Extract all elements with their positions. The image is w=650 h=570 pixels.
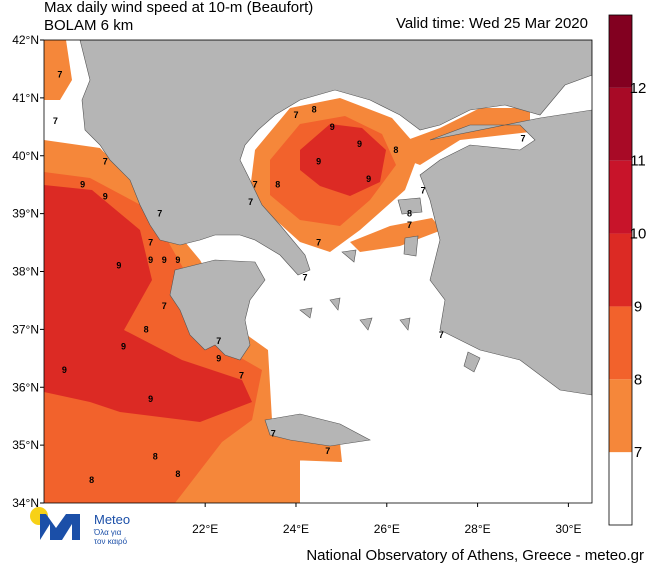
contour-label: 9 [357,139,362,149]
land-islands [299,197,481,373]
title: Max daily wind speed at 10-m (Beaufort) [44,0,313,16]
contour-label: 9 [148,255,153,265]
model: BOLAM 6 km [44,17,133,34]
wind-area-9 [44,124,386,422]
contour-label: 9 [121,342,126,352]
colorbar-label: 11 [630,153,646,170]
contour-label: 7 [57,70,62,80]
logo-name: Meteo [94,512,130,527]
contour-label: 9 [366,174,371,184]
contour-label: 8 [275,180,280,190]
contour-label: 9 [148,394,153,404]
colorbar-label: 7 [634,444,642,461]
colorbar-frame [608,14,633,526]
contour-label: 7 [148,238,153,248]
lon-tick-label: 26°E [374,522,400,536]
contour-label: 9 [103,191,108,201]
contour-label: 7 [421,185,426,195]
colorbar-label: 8 [634,371,642,388]
colorbar-segment [609,160,632,234]
contour-label: 7 [316,238,321,248]
colorbar-label: 12 [630,80,647,97]
lat-tick-label: 38°N [12,265,39,279]
map [44,40,592,503]
map-labels: 34°N 35°N 36°N 37°N 38°N 39°N 40°N 41°N 42°N 22°E… [12,33,581,536]
lon-tick-label: 22°E [192,522,218,536]
colorbar-segment [609,452,632,525]
contour-label: 7 [162,301,167,311]
contour-label: 9 [330,122,335,132]
logo-mark [40,514,80,540]
logo-slogan: τον καιρό [94,537,128,546]
contour-label: 7 [439,330,444,340]
colorbar-segment [609,87,632,161]
contour-label: 9 [316,157,321,167]
lat-tick-label: 41°N [12,91,39,105]
contour-label: 9 [216,353,221,363]
contour-label: 7 [103,157,108,167]
contour-label: 8 [89,475,94,485]
contour-label: 7 [407,220,412,230]
land-turkey [419,109,592,396]
colorbar-label: 9 [634,298,642,315]
contour-label: 9 [162,255,167,265]
contour-label: 7 [253,180,258,190]
colorbar-segment [609,379,632,453]
contour-label: 8 [175,469,180,479]
logo: Meteo Όλα για τον καιρό [30,507,130,546]
contour-label: 8 [393,145,398,155]
contour-label: 8 [407,209,412,219]
lat-tick-label: 36°N [12,380,39,394]
colorbar-label: 10 [630,226,647,243]
contour-label: 9 [62,365,67,375]
colorbar-segment [609,233,632,307]
lon-tick-label: 30°E [555,522,581,536]
contour-label: 7 [520,133,525,143]
contour-label: 7 [157,209,162,219]
contour-label: 9 [175,255,180,265]
valid-time: Valid time: Wed 25 Mar 2020 [396,15,588,32]
lat-tick-label: 34°N [12,496,39,510]
contour-label: 7 [325,446,330,456]
lon-tick-label: 24°E [283,522,309,536]
contour-label: 7 [248,197,253,207]
land-peloponnese [169,259,266,361]
contour-label: 7 [53,116,58,126]
contour-label: 8 [312,104,317,114]
lat-tick-label: 40°N [12,149,39,163]
contour-label: 7 [303,272,308,282]
contour-label: 9 [116,261,121,271]
land-crete [264,413,371,447]
colorbar: 7 8 9 10 11 12 [608,14,647,526]
colorbar-segment [609,15,632,88]
land-balkans [79,40,592,276]
logo-slogan: Όλα για [93,528,122,537]
lat-tick-label: 35°N [12,438,39,452]
lat-tick-label: 42°N [12,33,39,47]
footer: National Observatory of Athens, Greece -… [306,547,644,564]
lon-tick-label: 28°E [465,522,491,536]
contour-label: 7 [271,429,276,439]
contour-label: 7 [216,336,221,346]
contour-label: 8 [144,324,149,334]
contour-label: 7 [293,110,298,120]
colorbar-segment [609,306,632,380]
contour-label: 8 [153,452,158,462]
contour-label: 9 [80,180,85,190]
lat-tick-label: 39°N [12,207,39,221]
contour-label: 7 [239,371,244,381]
lat-tick-label: 37°N [12,322,39,336]
